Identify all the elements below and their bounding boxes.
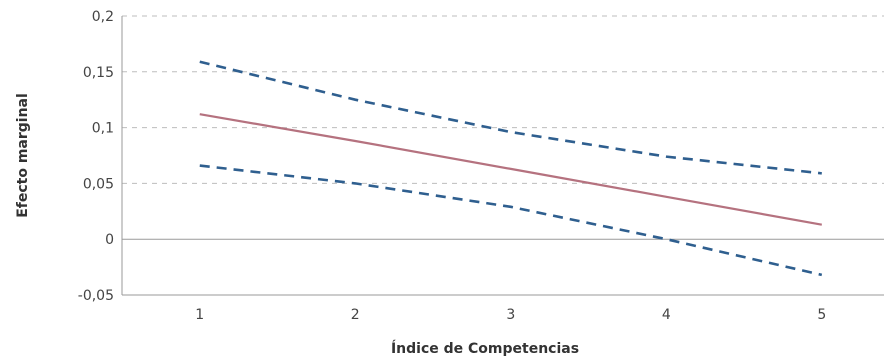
series-lines <box>199 60 823 277</box>
x-tick-labels: 1 2 3 4 5 <box>195 307 826 323</box>
x-tick-label: 1 <box>195 307 204 323</box>
y-tick-label: -0,05 <box>78 288 114 304</box>
series-line-estimate <box>199 113 822 226</box>
gridlines <box>122 15 884 296</box>
x-axis-title: Índice de Competencias <box>391 340 579 357</box>
y-axis-title: Efecto marginal <box>15 93 31 218</box>
y-tick-label: 0 <box>105 232 114 248</box>
y-tick-label: 0,2 <box>92 9 114 25</box>
y-tick-label: 0,05 <box>83 176 114 192</box>
x-tick-label: 4 <box>662 307 671 323</box>
series-line-upper <box>199 60 822 175</box>
y-tick-label: 0,15 <box>83 65 114 81</box>
series-line-lower <box>199 164 823 277</box>
x-tick-label: 5 <box>817 307 826 323</box>
x-tick-label: 3 <box>506 307 515 323</box>
y-tick-labels: -0,05 0 0,05 0,1 0,15 0,2 <box>78 9 114 304</box>
x-tick-label: 2 <box>351 307 360 323</box>
y-tick-label: 0,1 <box>92 121 114 137</box>
